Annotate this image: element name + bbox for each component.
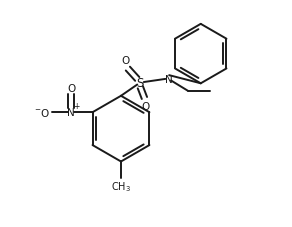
Text: O: O bbox=[141, 102, 149, 112]
Text: O: O bbox=[121, 56, 129, 66]
Text: N: N bbox=[165, 75, 172, 84]
Text: $^{-}$O: $^{-}$O bbox=[34, 107, 50, 119]
Text: CH$_3$: CH$_3$ bbox=[111, 180, 131, 194]
Text: S: S bbox=[136, 77, 143, 90]
Text: +: + bbox=[74, 101, 80, 110]
Text: O: O bbox=[67, 83, 75, 93]
Text: N: N bbox=[67, 108, 75, 118]
